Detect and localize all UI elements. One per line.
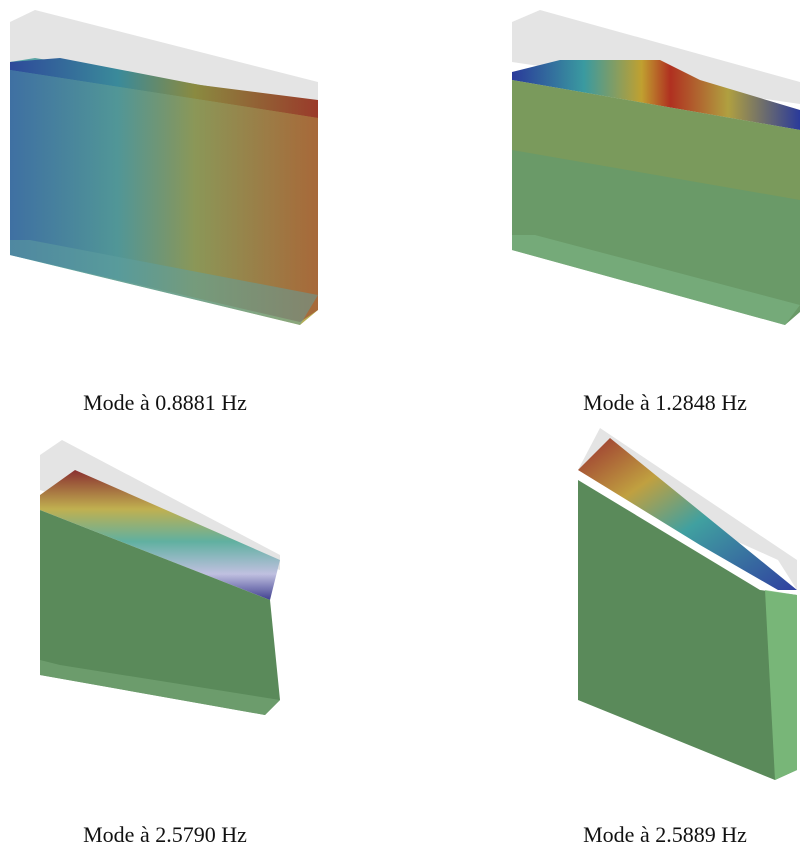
caption: Mode à 2.5889 Hz <box>583 822 747 847</box>
caption: Mode à 0.8881 Hz <box>83 390 247 415</box>
caption: Mode à 1.2848 Hz <box>583 390 747 415</box>
caption: Mode à 2.5790 Hz <box>83 822 247 847</box>
